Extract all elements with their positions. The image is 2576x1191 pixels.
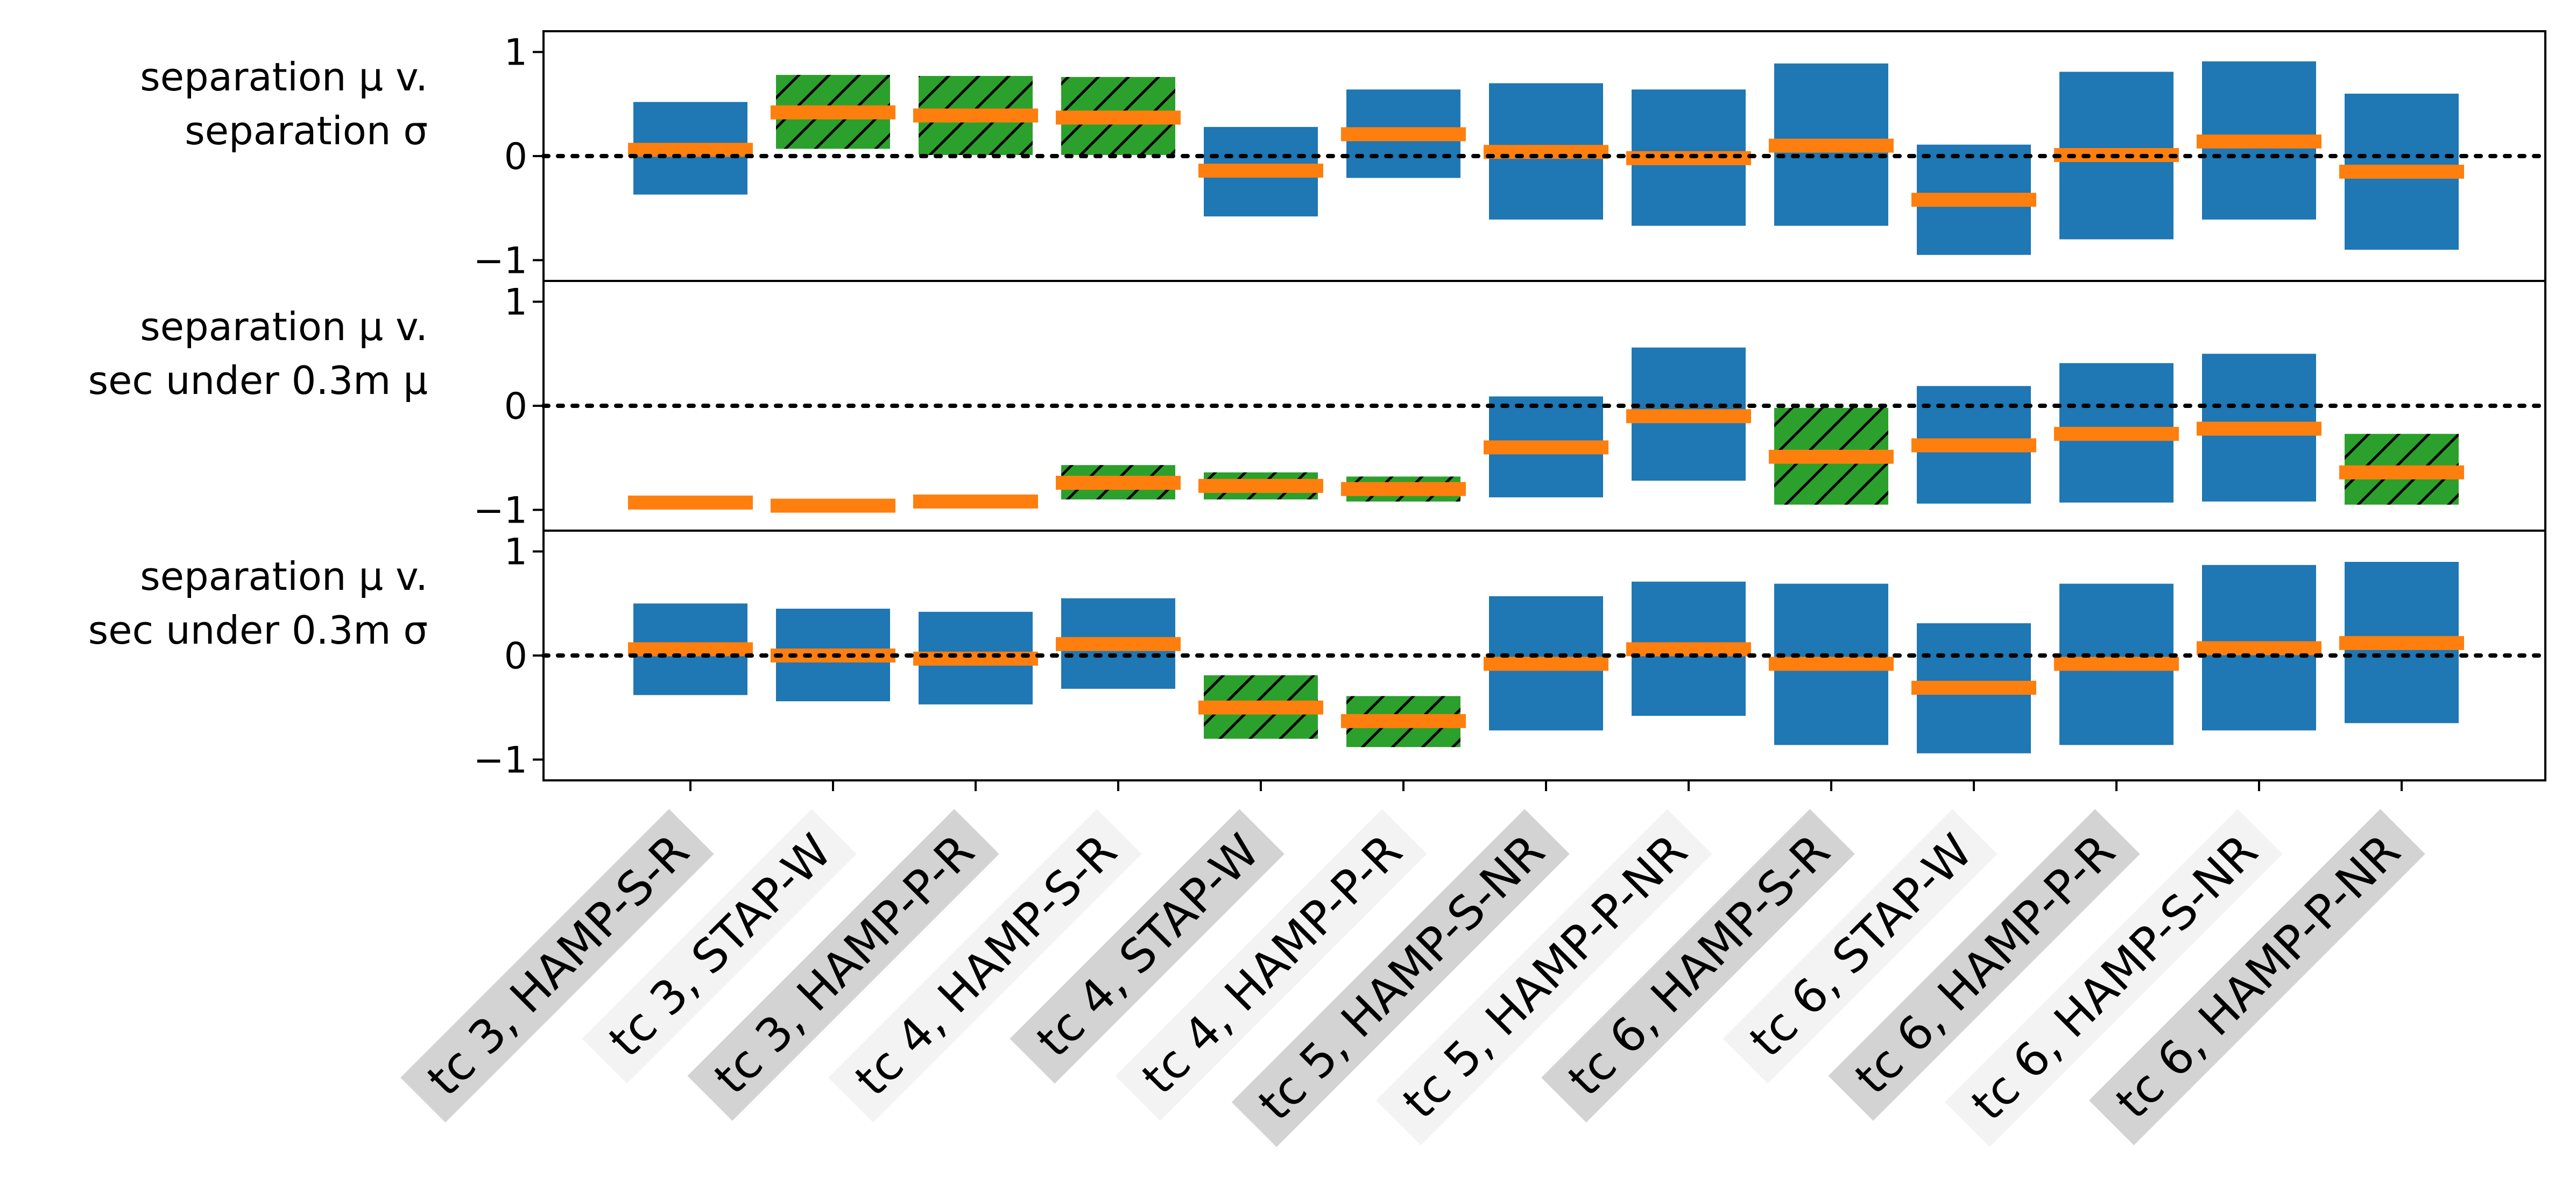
estimate-mark [2197,421,2321,436]
estimate-mark [1198,478,1323,493]
estimate-mark [1198,700,1323,715]
estimate-mark [1626,409,1751,424]
estimate-mark [1056,110,1181,125]
y-tick-label: 0 [504,635,527,678]
panel-3: −1 0 1 separation μ v. sec under 0.3m σ [88,530,2547,781]
estimate-mark [2339,165,2464,179]
estimate-mark [1911,193,2036,207]
panel-label-line1: separation μ v. [140,304,428,349]
category-label-background [2088,809,2425,1146]
category-label: tc 3, STAP-W [582,809,857,1084]
estimate-mark [2339,636,2464,650]
estimate-mark [1056,637,1181,651]
category-label-background [1944,809,2283,1147]
estimate-mark [913,494,1038,509]
category-label-background [400,809,714,1123]
estimate-mark [1626,642,1751,657]
estimate-mark [913,651,1038,666]
estimate-mark [1484,657,1608,671]
y-tick-label: 0 [504,385,527,428]
category-label-background [1723,809,1998,1084]
estimate-mark [771,498,895,513]
category-label-background [1541,809,1855,1123]
estimate-mark [1341,714,1466,728]
category-label-background [1375,809,1712,1146]
y-tick-label: −1 [474,489,527,532]
estimate-mark [1911,438,2036,453]
panel-label-line2: sec under 0.3m σ [88,608,428,653]
y-tick-label: 0 [504,136,527,178]
estimate-mark [1769,449,1894,464]
category-label-background [1828,809,2140,1121]
category-label: tc 6, STAP-W [1723,809,1998,1084]
estimate-mark [2197,134,2321,149]
estimate-mark [1769,657,1894,671]
panel-label-line1: separation μ v. [140,54,428,100]
y-tick-label: −1 [474,239,527,282]
estimate-mark [628,495,753,510]
estimate-mark [771,105,895,119]
estimate-mark [1626,151,1751,165]
estimate-mark [913,108,1038,123]
category-label-background [1231,809,1570,1147]
panel-label-line2: separation σ [185,108,428,153]
category-label-background [1010,809,1285,1084]
category-label: tc 4, STAP-W [1010,809,1285,1084]
chart-panels: −1 0 1 separation μ v. separation σ −1 0 1 separ… [88,30,2547,781]
panel-2: −1 0 1 separation μ v. sec under 0.3m μ [88,280,2547,532]
estimate-mark [1769,138,1894,153]
estimate-mark [1056,476,1181,490]
estimate-mark [1198,164,1323,178]
estimate-mark [2197,641,2321,656]
estimate-mark [2054,657,2179,671]
estimate-mark [2054,427,2179,441]
y-tick-label: 1 [504,531,527,574]
panel-label-line2: sec under 0.3m μ [88,358,428,403]
panel-label-line1: separation μ v. [140,554,428,599]
y-tick-label: −1 [474,739,527,781]
y-tick-label: 1 [504,32,527,74]
estimate-mark [1341,482,1466,496]
estimate-mark [1911,680,2036,695]
panel-1: −1 0 1 separation μ v. separation σ [140,30,2547,282]
category-label-background [828,809,1142,1123]
y-tick-label: 1 [504,281,527,324]
estimate-mark [2339,465,2464,480]
category-label-background [582,809,857,1084]
category-label-background [1115,809,1427,1121]
category-label-background [687,809,999,1121]
estimate-mark [1484,440,1608,455]
x-axis: tc 3, HAMP-S-Rtc 3, STAP-Wtc 3, HAMP-P-R… [400,780,2425,1147]
estimate-mark [1341,127,1466,142]
